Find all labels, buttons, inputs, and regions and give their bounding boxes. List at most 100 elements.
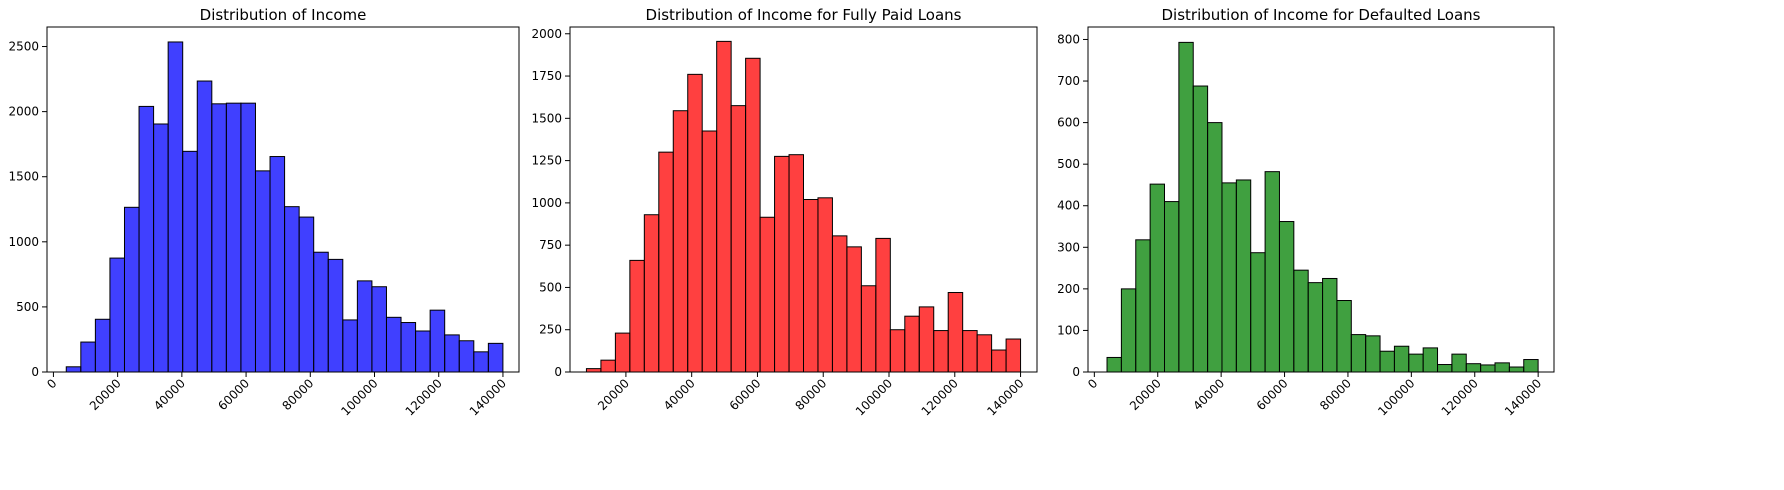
chart-panel-1: 0 250 500 750 1000 1250 1500 1750 2000 20000 40000… bbox=[531, 6, 1038, 419]
histogram-bar bbox=[991, 349, 1007, 373]
histogram-bar bbox=[1422, 347, 1439, 373]
histogram-bar bbox=[1178, 41, 1194, 373]
histogram-bar bbox=[196, 80, 213, 373]
x-tick-label: 40000 bbox=[151, 376, 188, 413]
histogram-bar bbox=[1164, 201, 1180, 373]
x-tick-label: 0 bbox=[1085, 376, 1100, 391]
histogram-bar bbox=[976, 334, 993, 373]
y-tick-label: 800 bbox=[1057, 32, 1080, 46]
x-tick-label: 140000 bbox=[467, 376, 509, 418]
chart-title: Distribution of Income for Defaulted Loa… bbox=[1162, 6, 1481, 24]
x-tick-label: 120000 bbox=[919, 376, 961, 418]
histogram-bar bbox=[1465, 363, 1482, 373]
x-tick-label: 100000 bbox=[1375, 376, 1417, 418]
histogram-bar bbox=[254, 170, 271, 373]
histogram-bar bbox=[473, 351, 489, 373]
histogram-bar bbox=[1192, 85, 1209, 373]
histogram-bar bbox=[1365, 335, 1381, 373]
y-tick-label: 500 bbox=[1057, 157, 1080, 171]
histogram-bar bbox=[875, 237, 891, 373]
histogram-bar bbox=[1293, 269, 1309, 373]
histogram-bar bbox=[716, 40, 732, 373]
x-tick-label: 140000 bbox=[984, 376, 1026, 418]
x-tick-label: 0 bbox=[44, 376, 59, 391]
histogram-bar bbox=[759, 216, 776, 373]
histogram-bar bbox=[672, 110, 689, 373]
y-tick-label: 250 bbox=[539, 323, 562, 337]
axes-frame bbox=[569, 26, 1038, 373]
histogram-bar bbox=[1207, 122, 1223, 373]
histogram-bar bbox=[371, 286, 387, 373]
x-tick-label: 100000 bbox=[338, 376, 380, 418]
histogram-bar bbox=[730, 105, 747, 373]
histogram-bar bbox=[1235, 179, 1252, 373]
histogram-bar bbox=[1120, 288, 1137, 373]
histogram-bar bbox=[1379, 350, 1395, 373]
histogram-bar bbox=[614, 332, 631, 373]
histogram-bar bbox=[643, 214, 660, 373]
histogram-bar bbox=[65, 366, 82, 373]
histogram-bar bbox=[327, 258, 344, 373]
histogram-bar bbox=[933, 330, 949, 373]
chart-panel-0: 0 500 1000 1500 2000 2500 0 20000 40000 60000 8000… bbox=[8, 6, 520, 419]
y-tick-label: 1500 bbox=[8, 170, 39, 184]
y-tick-label: 1250 bbox=[531, 154, 562, 168]
histogram-bar bbox=[745, 57, 761, 373]
chart-panel-2: 0 100 200 300 400 500 600 700 800 0 20000 40000 6000… bbox=[1057, 6, 1555, 419]
histogram-bar bbox=[1350, 334, 1367, 373]
histogram-bar bbox=[947, 292, 964, 373]
y-tick-label: 600 bbox=[1057, 116, 1080, 130]
y-tick-label: 1000 bbox=[8, 235, 39, 249]
histogram-bar bbox=[803, 199, 819, 373]
x-tick-label: 100000 bbox=[853, 376, 895, 418]
y-tick-label: 200 bbox=[1057, 282, 1080, 296]
histogram-bar bbox=[1508, 366, 1525, 373]
histogram-bar bbox=[444, 334, 460, 373]
x-tick-label: 80000 bbox=[1317, 376, 1354, 413]
y-tick-label: 1500 bbox=[531, 111, 562, 125]
histogram-bar bbox=[629, 259, 645, 373]
histogram-bar bbox=[1437, 364, 1453, 373]
histogram-bar bbox=[313, 251, 329, 373]
histogram-bar bbox=[298, 216, 315, 373]
chart-title: Distribution of Income for Fully Paid Lo… bbox=[646, 6, 962, 24]
chart-title: Distribution of Income bbox=[200, 6, 367, 24]
histogram-bar bbox=[1393, 345, 1410, 373]
y-tick-label: 400 bbox=[1057, 199, 1080, 213]
axes-frame bbox=[1087, 26, 1555, 373]
histogram-bar bbox=[342, 319, 358, 373]
histogram-bar bbox=[860, 285, 877, 373]
y-tick-label: 500 bbox=[16, 300, 39, 314]
histogram-bar bbox=[94, 318, 111, 373]
histogram-bar bbox=[1005, 338, 1022, 373]
x-tick-label: 80000 bbox=[792, 376, 829, 413]
histogram-bar bbox=[153, 123, 169, 373]
histogram-bar bbox=[1135, 239, 1151, 373]
histogram-bar bbox=[400, 322, 417, 373]
histogram-bar bbox=[846, 246, 862, 373]
histogram-bar bbox=[701, 130, 718, 373]
histogram-bar bbox=[585, 368, 602, 373]
y-tick-label: 2000 bbox=[8, 105, 39, 119]
histogram-bar bbox=[962, 330, 978, 373]
histogram-bar bbox=[138, 105, 155, 373]
histogram-bar bbox=[1278, 221, 1295, 373]
histogram-bar bbox=[774, 155, 790, 373]
histogram-bar bbox=[182, 150, 198, 373]
histogram-bar bbox=[167, 41, 184, 373]
x-tick-label: 60000 bbox=[1254, 376, 1291, 413]
y-tick-label: 100 bbox=[1057, 323, 1080, 337]
histogram-bar bbox=[269, 156, 286, 373]
histogram-bar bbox=[918, 306, 935, 373]
y-tick-label: 0 bbox=[31, 365, 39, 379]
y-tick-label: 500 bbox=[539, 280, 562, 294]
histogram-bar bbox=[385, 316, 402, 373]
histogram-bar bbox=[1480, 364, 1496, 373]
histogram-bar bbox=[487, 342, 504, 373]
x-tick-label: 20000 bbox=[1127, 376, 1164, 413]
x-tick-label: 40000 bbox=[1190, 376, 1227, 413]
x-tick-label: 20000 bbox=[87, 376, 124, 413]
y-tick-label: 750 bbox=[539, 238, 562, 252]
histogram-bar bbox=[1523, 359, 1539, 373]
histogram-bar bbox=[429, 309, 446, 373]
